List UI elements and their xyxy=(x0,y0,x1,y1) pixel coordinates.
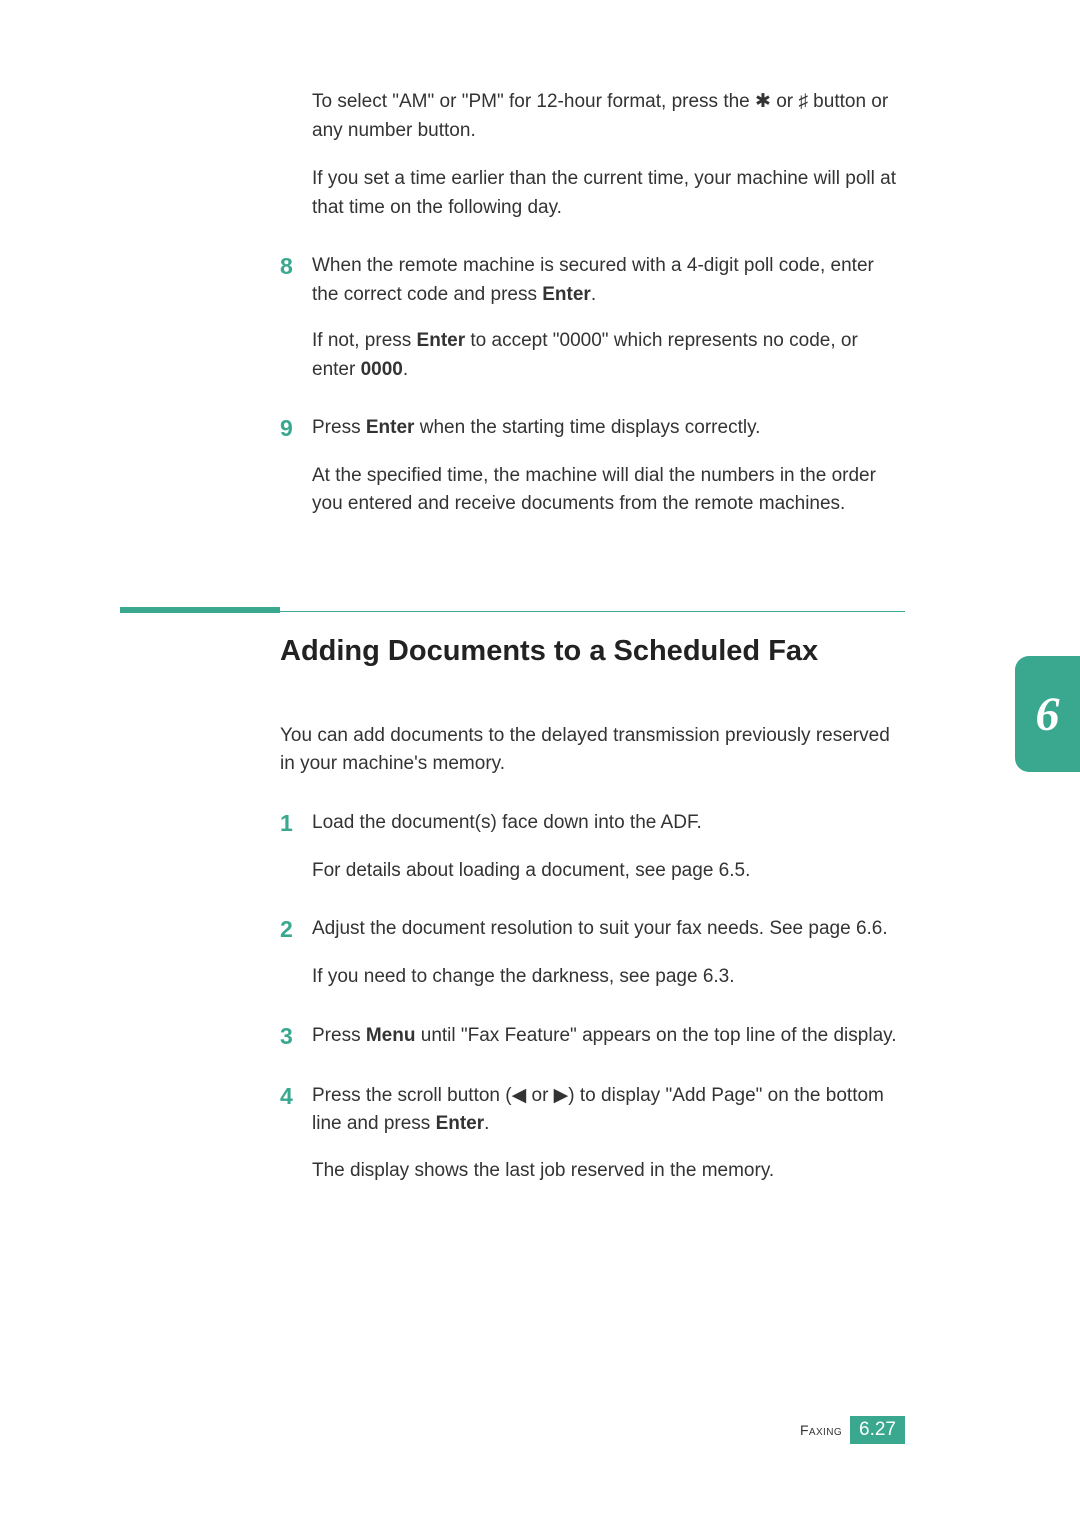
text: If not, press xyxy=(312,330,417,351)
text: Press the scroll button ( xyxy=(312,1085,512,1106)
text: Press xyxy=(312,1025,366,1046)
step-number: 3 xyxy=(280,1022,312,1052)
chapter-number: 6 xyxy=(1036,687,1060,742)
text: or xyxy=(771,91,798,112)
enter-key: Enter xyxy=(542,284,591,305)
step-1-sub: For details about loading a document, se… xyxy=(312,857,905,886)
hash-symbol: ♯ xyxy=(798,91,808,112)
step-body: Press Menu until "Fax Feature" appears o… xyxy=(312,1022,905,1052)
step-body: Adjust the document resolution to suit y… xyxy=(312,915,905,945)
step-2-sub: If you need to change the darkness, see … xyxy=(312,963,905,992)
text: . xyxy=(484,1113,489,1134)
step-1: 1 Load the document(s) face down into th… xyxy=(280,809,905,839)
text: or xyxy=(526,1085,553,1106)
text: . xyxy=(591,284,596,305)
step-8: 8 When the remote machine is secured wit… xyxy=(280,252,905,309)
menu-key: Menu xyxy=(366,1025,416,1046)
step-9-sub: At the specified time, the machine will … xyxy=(312,462,905,519)
text: To select "AM" or "PM" for 12-hour forma… xyxy=(312,91,755,112)
text: Press xyxy=(312,417,366,438)
step-body: Load the document(s) face down into the … xyxy=(312,809,905,839)
star-symbol: ✱ xyxy=(755,91,771,112)
step-2: 2 Adjust the document resolution to suit… xyxy=(280,915,905,945)
text: . xyxy=(403,359,408,380)
divider-thick xyxy=(120,607,280,613)
step-3: 3 Press Menu until "Fax Feature" appears… xyxy=(280,1022,905,1052)
code-0000: 0000 xyxy=(361,359,403,380)
step-body: Press Enter when the starting time displ… xyxy=(312,414,905,444)
step-8-sub: If not, press Enter to accept "0000" whi… xyxy=(312,327,905,384)
enter-key: Enter xyxy=(417,330,466,351)
paragraph-am-pm: To select "AM" or "PM" for 12-hour forma… xyxy=(312,88,905,145)
enter-key: Enter xyxy=(436,1113,485,1134)
section-intro: You can add documents to the delayed tra… xyxy=(280,722,905,779)
step-4: 4 Press the scroll button (◀ or ▶) to di… xyxy=(280,1082,905,1139)
paragraph-earlier-time: If you set a time earlier than the curre… xyxy=(312,165,905,222)
divider-thin xyxy=(280,611,905,613)
footer-page-number: 6.27 xyxy=(850,1416,905,1444)
step-body: Press the scroll button (◀ or ▶) to disp… xyxy=(312,1082,905,1139)
step-4-sub: The display shows the last job reserved … xyxy=(312,1157,905,1186)
step-9: 9 Press Enter when the starting time dis… xyxy=(280,414,905,444)
section-divider xyxy=(280,597,905,615)
step-number: 1 xyxy=(280,809,312,839)
step-number: 4 xyxy=(280,1082,312,1139)
step-number: 8 xyxy=(280,252,312,309)
page-content: To select "AM" or "PM" for 12-hour forma… xyxy=(280,88,905,1205)
section-heading: Adding Documents to a Scheduled Fax xyxy=(280,635,905,668)
text: until "Fax Feature" appears on the top l… xyxy=(415,1025,896,1046)
enter-key: Enter xyxy=(366,417,415,438)
step-body: When the remote machine is secured with … xyxy=(312,252,905,309)
left-arrow-icon: ◀ xyxy=(512,1085,527,1106)
text: when the starting time displays correctl… xyxy=(414,417,760,438)
right-arrow-icon: ▶ xyxy=(554,1085,569,1106)
page-footer: Faxing 6.27 xyxy=(800,1416,905,1444)
chapter-tab: 6 xyxy=(1015,656,1080,772)
step-number: 2 xyxy=(280,915,312,945)
step-number: 9 xyxy=(280,414,312,444)
footer-label: Faxing xyxy=(800,1422,842,1438)
